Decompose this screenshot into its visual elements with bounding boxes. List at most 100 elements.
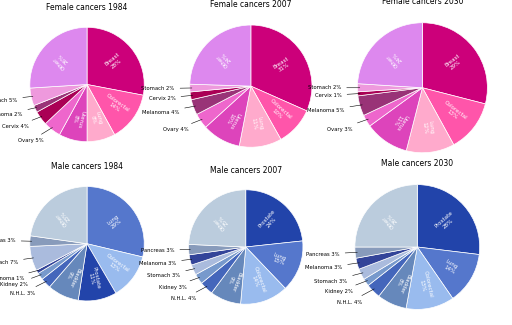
- Wedge shape: [30, 27, 87, 88]
- Text: Cervix 2%: Cervix 2%: [148, 95, 193, 101]
- Wedge shape: [87, 27, 144, 95]
- Title: Male cancers 1984: Male cancers 1984: [51, 162, 123, 172]
- Text: Melanoma 1%: Melanoma 1%: [0, 270, 38, 281]
- Text: N.H.L. 4%: N.H.L. 4%: [337, 289, 374, 305]
- Wedge shape: [356, 247, 417, 269]
- Wedge shape: [30, 244, 87, 270]
- Wedge shape: [37, 84, 87, 124]
- Text: Stomach 3%: Stomach 3%: [147, 269, 195, 278]
- Text: Lung
11%: Lung 11%: [250, 116, 263, 131]
- Text: Ovary 5%: Ovary 5%: [17, 127, 52, 144]
- Text: Bladder
8%: Bladder 8%: [392, 270, 411, 294]
- Wedge shape: [422, 88, 485, 145]
- Text: Breast
29%: Breast 29%: [444, 53, 464, 73]
- Wedge shape: [246, 241, 303, 288]
- Text: Other
23%: Other 23%: [55, 208, 73, 227]
- Wedge shape: [190, 25, 251, 86]
- Wedge shape: [196, 247, 246, 283]
- Text: N.H.L. 4%: N.H.L. 4%: [171, 286, 207, 301]
- Text: Lung
29%: Lung 29%: [106, 214, 123, 230]
- Text: Other
25%: Other 25%: [212, 212, 230, 231]
- Wedge shape: [357, 84, 422, 92]
- Text: Breast
28%: Breast 28%: [104, 52, 124, 72]
- Text: Stomach 2%: Stomach 2%: [141, 86, 192, 91]
- Wedge shape: [206, 86, 251, 146]
- Wedge shape: [422, 23, 487, 104]
- Wedge shape: [87, 244, 143, 293]
- Text: Ovary 4%: Ovary 4%: [163, 119, 202, 132]
- Wedge shape: [197, 86, 251, 127]
- Wedge shape: [87, 84, 143, 135]
- Wedge shape: [364, 88, 422, 126]
- Text: Colorectal
14%: Colorectal 14%: [101, 93, 130, 118]
- Text: Stomach 3%: Stomach 3%: [314, 273, 363, 284]
- Wedge shape: [358, 88, 422, 115]
- Text: Stomach 5%: Stomach 5%: [0, 96, 33, 103]
- Wedge shape: [417, 185, 480, 254]
- Title: Female cancers 1984: Female cancers 1984: [47, 3, 127, 12]
- Wedge shape: [46, 84, 87, 135]
- Text: Stomach 7%: Stomach 7%: [0, 258, 33, 265]
- Text: Melanoma 3%: Melanoma 3%: [139, 259, 192, 266]
- Wedge shape: [50, 244, 87, 300]
- Text: Lung
14%: Lung 14%: [442, 259, 459, 275]
- Text: Kidney 3%: Kidney 3%: [159, 278, 200, 290]
- Text: Prostate
28%: Prostate 28%: [434, 210, 458, 233]
- Wedge shape: [42, 244, 87, 287]
- Wedge shape: [251, 86, 307, 139]
- Title: Female cancers 2030: Female cancers 2030: [381, 0, 463, 6]
- Text: Melanoma 5%: Melanoma 5%: [307, 105, 362, 113]
- Wedge shape: [188, 190, 246, 247]
- Wedge shape: [379, 247, 417, 308]
- Wedge shape: [190, 86, 251, 100]
- Text: Pancreas 3%: Pancreas 3%: [306, 252, 357, 256]
- Wedge shape: [359, 247, 417, 279]
- Wedge shape: [38, 244, 87, 279]
- Text: Colorectal
13%: Colorectal 13%: [101, 252, 130, 278]
- Text: Melanoma 4%: Melanoma 4%: [142, 106, 196, 115]
- Text: Uterus
8%: Uterus 8%: [71, 109, 86, 129]
- Text: Kidney 2%: Kidney 2%: [1, 275, 41, 287]
- Wedge shape: [59, 84, 87, 142]
- Text: Prostate
11%: Prostate 11%: [86, 266, 101, 291]
- Wedge shape: [78, 244, 116, 301]
- Wedge shape: [87, 187, 144, 257]
- Wedge shape: [355, 185, 417, 247]
- Text: Other
24%: Other 24%: [386, 49, 404, 68]
- Wedge shape: [30, 236, 87, 246]
- Wedge shape: [406, 88, 454, 153]
- Text: Melanoma 2%: Melanoma 2%: [0, 108, 37, 117]
- Wedge shape: [251, 25, 312, 111]
- Text: Colorectal
13%: Colorectal 13%: [440, 100, 468, 125]
- Wedge shape: [34, 84, 87, 112]
- Text: N.H.L. 3%: N.H.L. 3%: [10, 281, 47, 296]
- Wedge shape: [30, 187, 87, 244]
- Wedge shape: [364, 247, 417, 285]
- Text: Other
24%: Other 24%: [215, 50, 234, 68]
- Text: Breast
31%: Breast 31%: [272, 56, 293, 75]
- Text: Colorectal
13%: Colorectal 13%: [417, 270, 434, 299]
- Text: Bladder
9%: Bladder 9%: [62, 264, 81, 288]
- Text: Colorectal
14%: Colorectal 14%: [248, 266, 267, 295]
- Wedge shape: [357, 23, 422, 88]
- Text: Lung
8%: Lung 8%: [89, 111, 103, 127]
- Title: Female cancers 2007: Female cancers 2007: [210, 0, 292, 9]
- Text: Bladder
9%: Bladder 9%: [224, 268, 242, 292]
- Title: Male cancers 2007: Male cancers 2007: [210, 166, 282, 175]
- Text: Lung
12%: Lung 12%: [421, 121, 434, 135]
- Text: Cervix 4%: Cervix 4%: [3, 116, 42, 129]
- Wedge shape: [357, 88, 422, 96]
- Wedge shape: [188, 244, 246, 255]
- Text: Cervix 1%: Cervix 1%: [315, 93, 360, 98]
- Text: Other
26%: Other 26%: [52, 51, 71, 70]
- Wedge shape: [87, 84, 115, 142]
- Wedge shape: [211, 247, 246, 304]
- Wedge shape: [241, 247, 285, 304]
- Wedge shape: [246, 190, 303, 247]
- Text: Uterus
10%: Uterus 10%: [223, 109, 242, 130]
- Wedge shape: [190, 84, 251, 92]
- Text: Melanoma 3%: Melanoma 3%: [305, 263, 359, 270]
- Wedge shape: [370, 88, 422, 151]
- Text: Pancreas 3%: Pancreas 3%: [0, 238, 32, 243]
- Wedge shape: [202, 247, 246, 293]
